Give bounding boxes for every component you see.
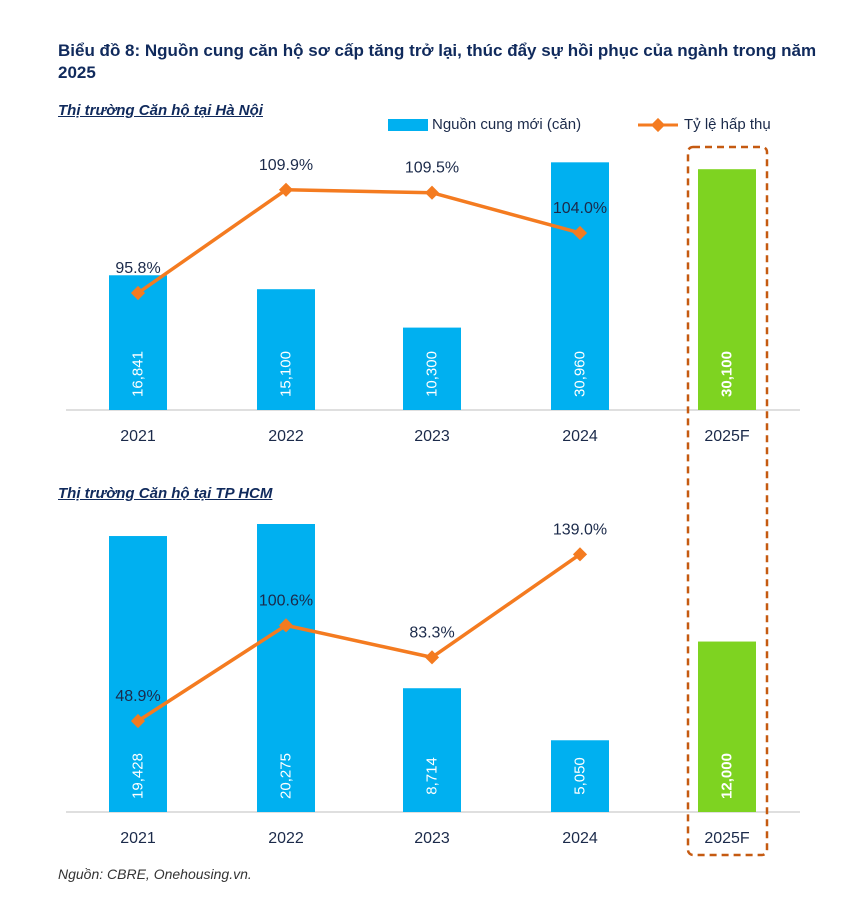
legend-line: Tỷ lệ hấp thụ [636, 116, 771, 133]
hanoi-bar-2024 [551, 162, 609, 410]
source-note: Nguồn: CBRE, Onehousing.vn. [58, 866, 252, 882]
hcm-absorption-label-2023: 83.3% [409, 624, 454, 641]
hcm-bar-2024 [551, 740, 609, 812]
hanoi-category-2025F: 2025F [704, 428, 750, 445]
hanoi-absorption-point-2023 [424, 185, 440, 200]
hanoi-bar-label-2025F: 30,100 [719, 351, 736, 397]
hanoi-bar-2025F [698, 169, 756, 410]
hanoi-absorption-point-2021 [130, 285, 146, 301]
hanoi-category-2021: 2021 [120, 428, 156, 445]
hanoi-bar-label-2022: 15,100 [278, 351, 295, 397]
hcm-absorption-point-2023 [424, 650, 440, 665]
hanoi-absorption-label-2021: 95.8% [115, 260, 160, 277]
hanoi-absorption-point-2022 [278, 182, 294, 197]
legend-line-swatch [638, 117, 678, 132]
hanoi-category-2022: 2022 [268, 428, 304, 445]
hcm-bar-2025F [698, 641, 756, 812]
hcm-bar-label-2022: 20,275 [278, 753, 295, 799]
hcm-bar-label-2021: 19,428 [130, 753, 147, 799]
hanoi-absorption-label-2024: 104.0% [553, 200, 607, 217]
hanoi-subtitle: Thị trường Căn hộ tại Hà Nội [58, 102, 263, 119]
hanoi-absorption-point-2024 [572, 225, 588, 241]
legend-bar: Nguồn cung mới (căn) [388, 116, 581, 133]
hcm-absorption-label-2021: 48.9% [115, 688, 160, 705]
hanoi-bar-2022 [257, 289, 315, 410]
hcm-absorption-point-2024 [572, 547, 588, 562]
hanoi-bar-label-2021: 16,841 [130, 351, 147, 397]
legend-bar-label: Nguồn cung mới (căn) [432, 116, 582, 133]
hcm-category-2023: 2023 [414, 830, 450, 847]
hcm-category-2022: 2022 [268, 830, 304, 847]
hanoi-bar-label-2024: 30,960 [572, 351, 589, 397]
hcm-bar-2021 [109, 536, 167, 812]
hanoi-absorption-line [136, 188, 581, 295]
hcm-category-2021: 2021 [120, 830, 156, 847]
legend-bar-swatch [388, 118, 428, 131]
hcm-bar-2022 [257, 524, 315, 812]
hcm-absorption-line [137, 552, 581, 723]
hanoi-bar-label-2023: 10,300 [424, 351, 441, 397]
hcm-category-2024: 2024 [562, 830, 598, 847]
hcm-bar-2023 [403, 688, 461, 812]
hanoi-absorption-label-2022: 109.9% [259, 157, 313, 174]
hcm-category-2025F: 2025F [704, 830, 750, 847]
chart-title: Biểu đồ 8: Nguồn cung căn hộ sơ cấp tăng… [58, 41, 817, 82]
hcm-subtitle: Thị trường Căn hộ tại TP HCM [58, 485, 273, 502]
hcm-absorption-label-2022: 100.6% [259, 592, 313, 609]
hcm-bar-label-2023: 8,714 [424, 757, 441, 795]
hcm-bar-label-2024: 5,050 [572, 757, 589, 795]
hcm-absorption-label-2024: 139.0% [553, 521, 607, 538]
hcm-absorption-point-2022 [278, 618, 294, 633]
hanoi-category-2024: 2024 [562, 428, 598, 445]
legend-line-label: Tỷ lệ hấp thụ [684, 116, 771, 133]
hanoi-absorption-label-2023: 109.5% [405, 160, 459, 177]
hcm-bar-label-2025F: 12,000 [719, 753, 736, 799]
hanoi-bar-2023 [403, 327, 461, 410]
hcm-absorption-point-2021 [130, 713, 146, 729]
forecast-highlight-box [686, 145, 769, 857]
hanoi-category-2023: 2023 [414, 428, 450, 445]
